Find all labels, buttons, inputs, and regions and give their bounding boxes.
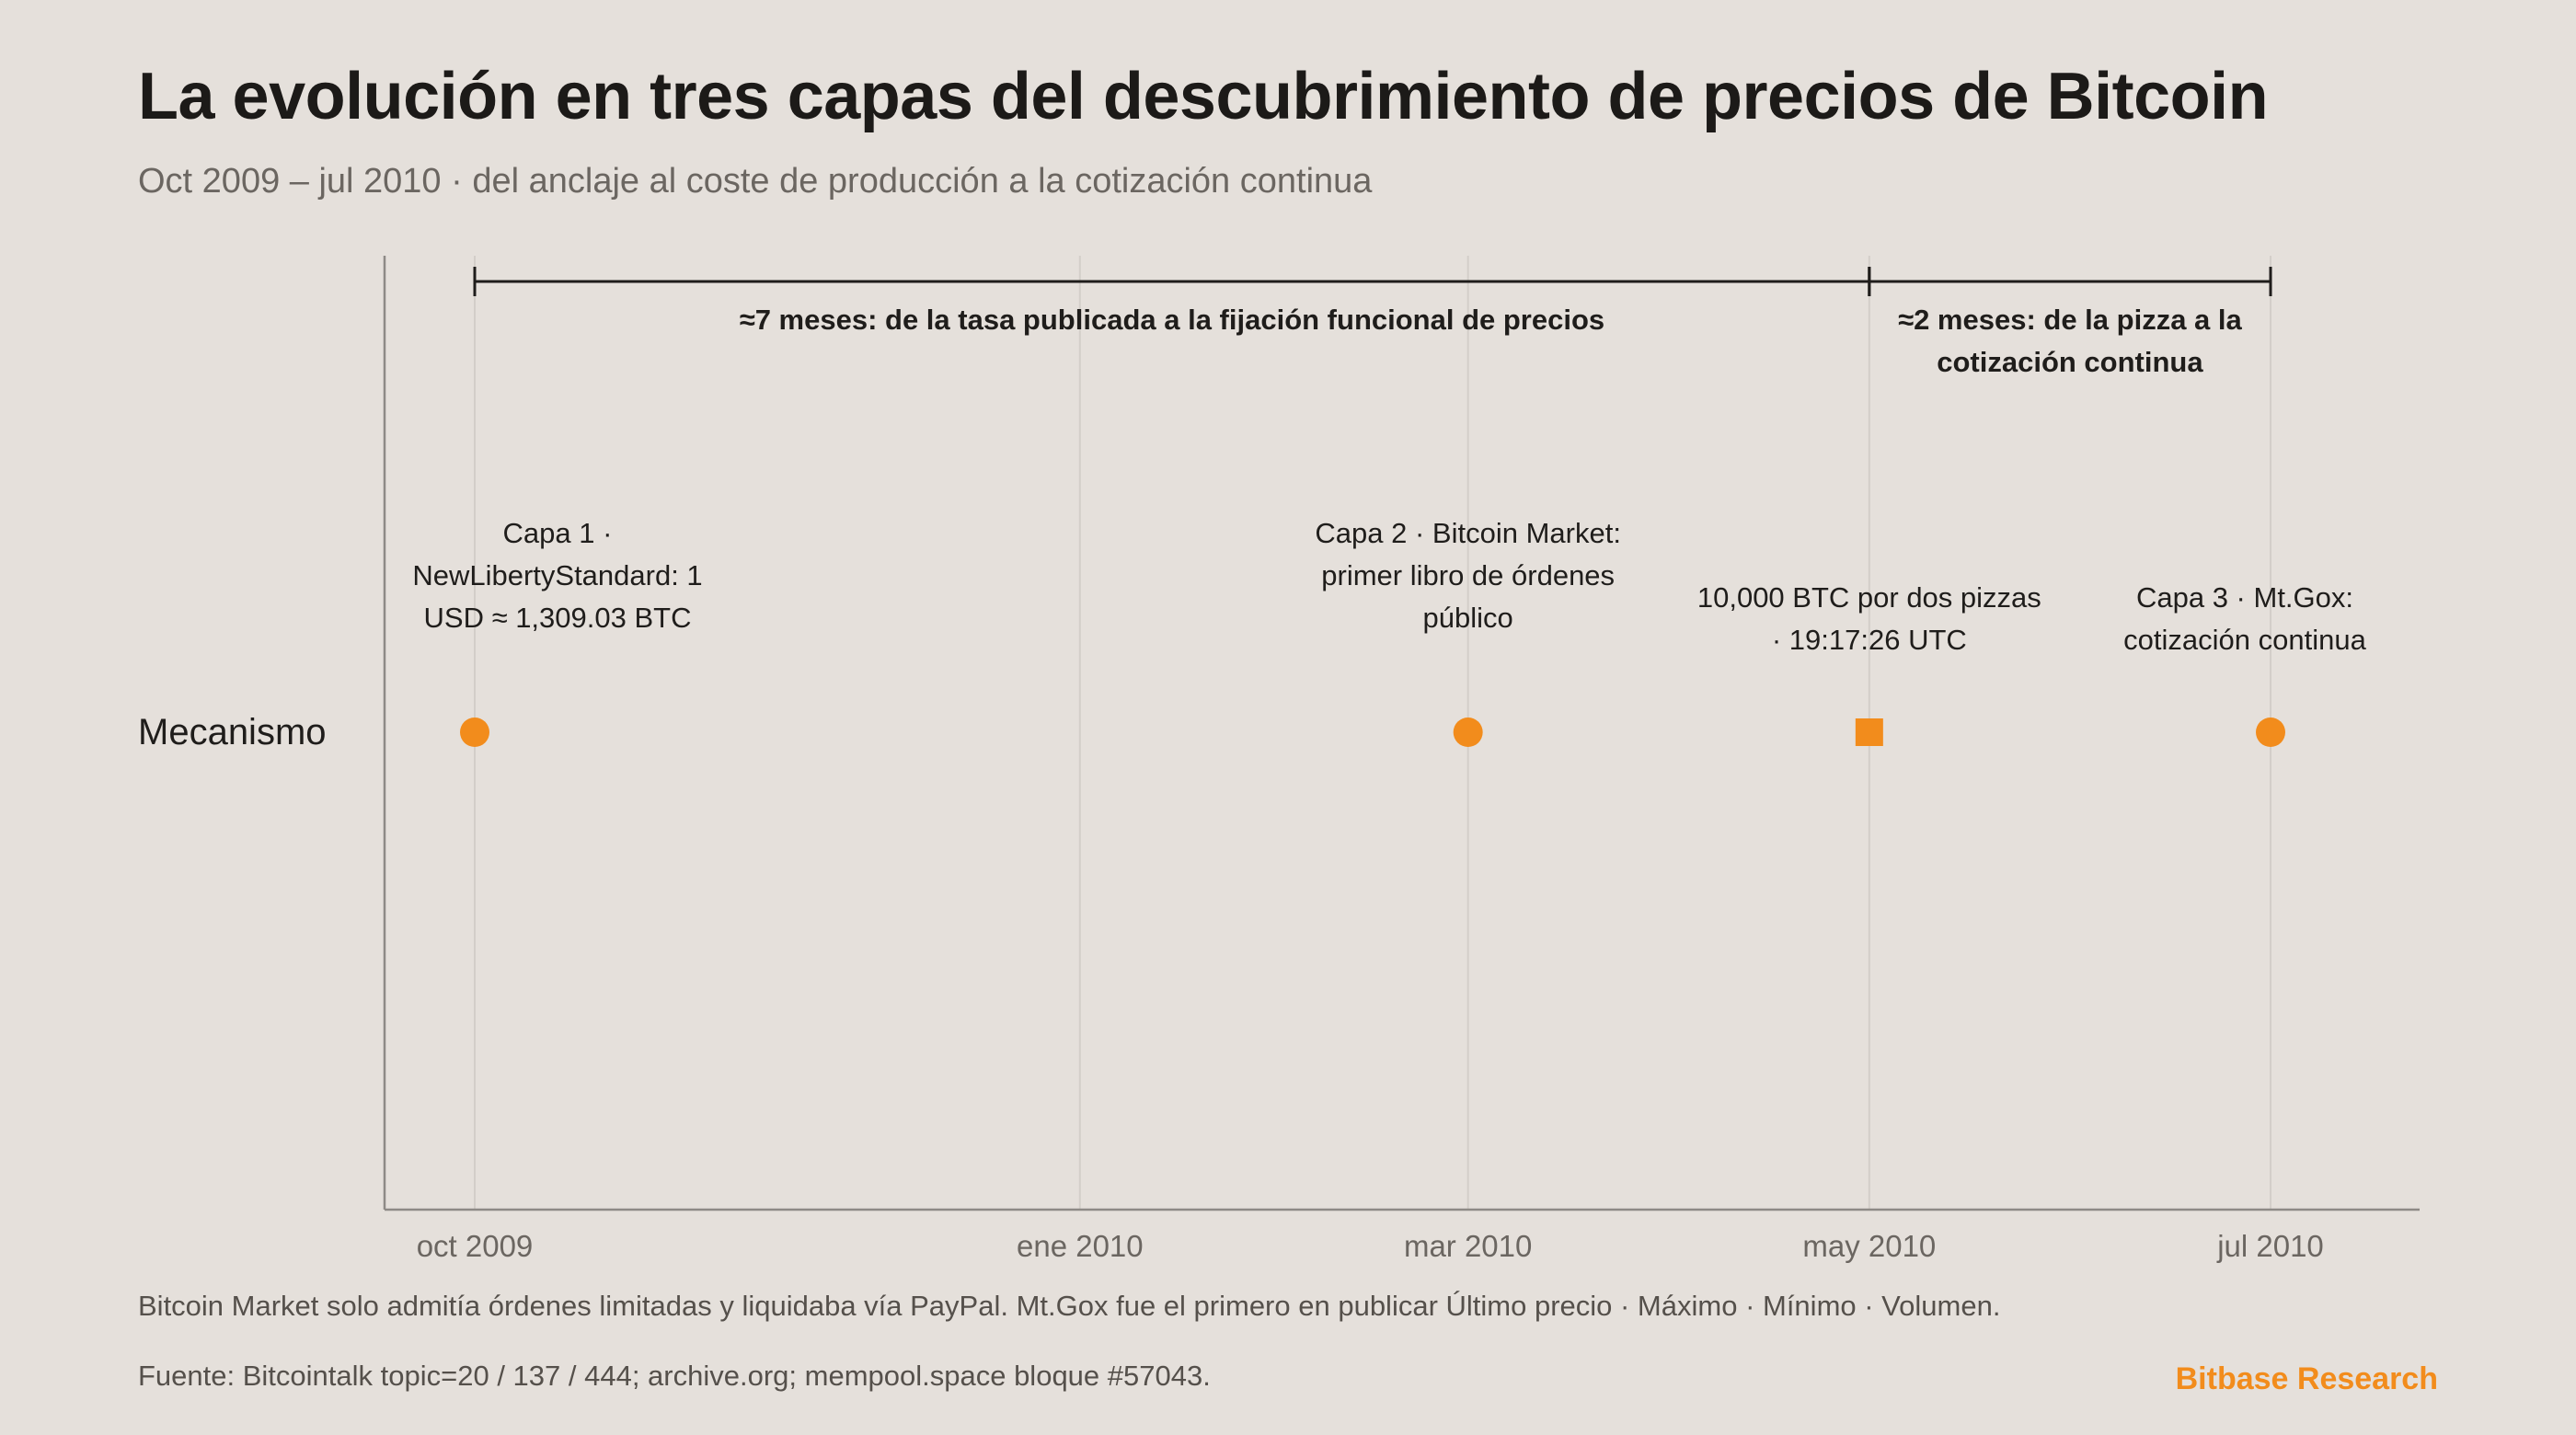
event-label-3-line-1: cotización continua — [2123, 624, 2366, 656]
source-note: Fuente: Bitcointalk topic=20 / 137 / 444… — [138, 1360, 1211, 1392]
brand-label: Bitbase Research — [2175, 1361, 2438, 1396]
event-label-3-line-0: Capa 3 · Mt.Gox: — [2136, 581, 2353, 614]
chart-subtitle: Oct 2009 – jul 2010 · del anclaje al cos… — [138, 162, 1373, 201]
event-label-1-line-0: Capa 2 · Bitcoin Market: — [1315, 517, 1621, 549]
event-marker-1 — [1453, 718, 1483, 747]
span-label-1-line-1: cotización continua — [1937, 346, 2203, 378]
span-label-1-line-0: ≈2 meses: de la pizza a la — [1898, 304, 2242, 336]
event-marker-0 — [460, 718, 489, 747]
event-label-2-line-1: · 19:17:26 UTC — [1772, 624, 1967, 656]
event-marker-3 — [2256, 718, 2285, 747]
x-tick-label-0: oct 2009 — [417, 1229, 534, 1263]
chart-footnote: Bitcoin Market solo admitía órdenes limi… — [138, 1290, 2001, 1322]
event-label-0-line-1: NewLibertyStandard: 1 — [412, 559, 702, 591]
y-category-label-0: Mecanismo — [138, 712, 327, 752]
x-tick-label-4: jul 2010 — [2216, 1229, 2324, 1263]
x-tick-label-3: may 2010 — [1802, 1229, 1936, 1263]
event-label-1-line-1: primer libro de órdenes — [1321, 559, 1615, 591]
chart-title: La evolución en tres capas del descubrim… — [138, 60, 2269, 133]
event-label-0-line-2: USD ≈ 1,309.03 BTC — [424, 602, 692, 634]
x-tick-label-2: mar 2010 — [1404, 1229, 1532, 1263]
event-label-1-line-2: público — [1423, 602, 1513, 634]
event-label-0-line-0: Capa 1 · — [503, 517, 613, 549]
event-label-2-line-0: 10,000 BTC por dos pizzas — [1697, 581, 2041, 614]
event-marker-2 — [1855, 718, 1883, 746]
span-label-0-line-0: ≈7 meses: de la tasa publicada a la fija… — [740, 304, 1604, 336]
x-tick-label-1: ene 2010 — [1017, 1229, 1144, 1263]
